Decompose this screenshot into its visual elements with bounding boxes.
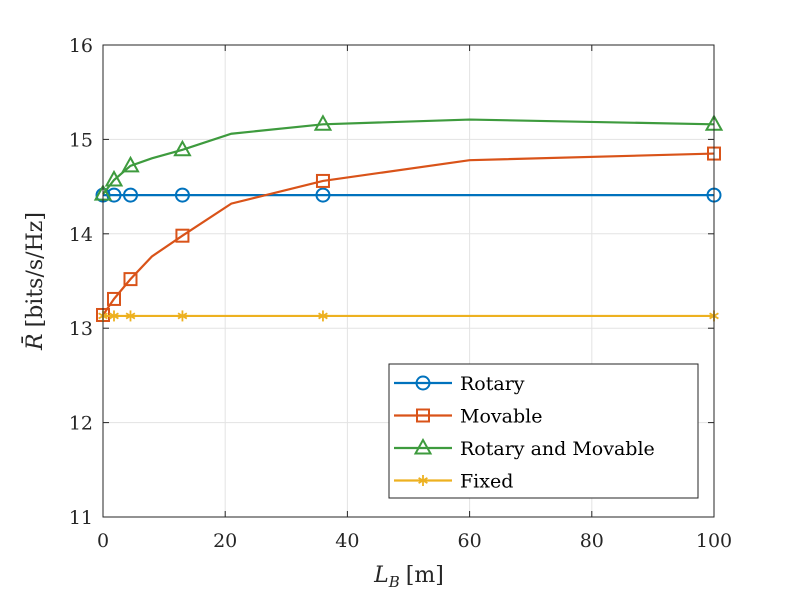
legend-marker-fixed [418, 475, 428, 486]
legend-marker-rotary-and-movable [413, 437, 433, 455]
y-axis-label: R̄[bits/s/Hz] [21, 212, 48, 351]
legend-entry-rotary-and-movable: Rotary and Movable [394, 437, 655, 460]
data-point-movable [106, 291, 121, 306]
legend-label-rotary-and-movable: Rotary and Movable [460, 438, 655, 460]
x-tick-label: 20 [213, 530, 237, 552]
x-tick-label: 100 [696, 530, 732, 552]
data-point-fixed [318, 310, 328, 322]
asterisk-stroke [109, 312, 119, 320]
data-point-movable [315, 173, 330, 188]
data-point-rotary-and-movable [104, 169, 124, 187]
y-tick-label: 15 [69, 129, 93, 151]
data-point-rotary [122, 187, 138, 203]
axes-box [102, 44, 715, 518]
series-fixed [98, 310, 719, 322]
x-axis-label: LB [m] [373, 563, 444, 591]
asterisk-stroke [418, 477, 428, 484]
legend-label-fixed: Fixed [460, 471, 513, 493]
asterisk-stroke [318, 312, 328, 320]
data-point-movable [123, 272, 138, 287]
legend-entry-movable: Movable [394, 406, 542, 428]
x-tick-label: 0 [97, 530, 109, 552]
legend-label-movable: Movable [460, 406, 542, 428]
data-point-rotary [315, 187, 331, 203]
x-tick-label: 60 [458, 530, 482, 552]
data-point-rotary [174, 187, 190, 203]
y-tick-label: 12 [69, 413, 93, 435]
data-point-rotary-and-movable [173, 139, 192, 157]
data-point-rotary-and-movable [121, 155, 140, 173]
x-tick-label: 80 [580, 530, 604, 552]
data-point-fixed [177, 310, 188, 322]
data-point-rotary-and-movable [313, 114, 333, 131]
y-tick-label: 16 [69, 35, 93, 57]
legend-marker-movable [416, 408, 430, 423]
data-point-fixed [109, 310, 119, 322]
asterisk-stroke [125, 312, 136, 320]
legend-entry-rotary: Rotary [394, 373, 525, 395]
y-tick-label: 11 [69, 507, 93, 529]
legend-box [388, 363, 699, 499]
legend: Rotary Movable Rotary and Movable Fixed [388, 363, 699, 499]
y-tick-label: 13 [69, 318, 93, 340]
x-tick-label: 40 [335, 530, 359, 552]
y-tick-label: 14 [69, 224, 93, 246]
data-point-fixed [125, 310, 136, 322]
tick-labels: 0 20 40 60 80 100 11 12 13 14 15 16 [69, 35, 732, 552]
data-point-movable [175, 228, 190, 243]
legend-entry-fixed: Fixed [394, 471, 513, 493]
asterisk-stroke [177, 312, 188, 320]
legend-label-rotary: Rotary [460, 373, 525, 395]
series-line-rotary-and-movable [102, 118, 715, 195]
legend-marker-rotary [415, 375, 431, 391]
